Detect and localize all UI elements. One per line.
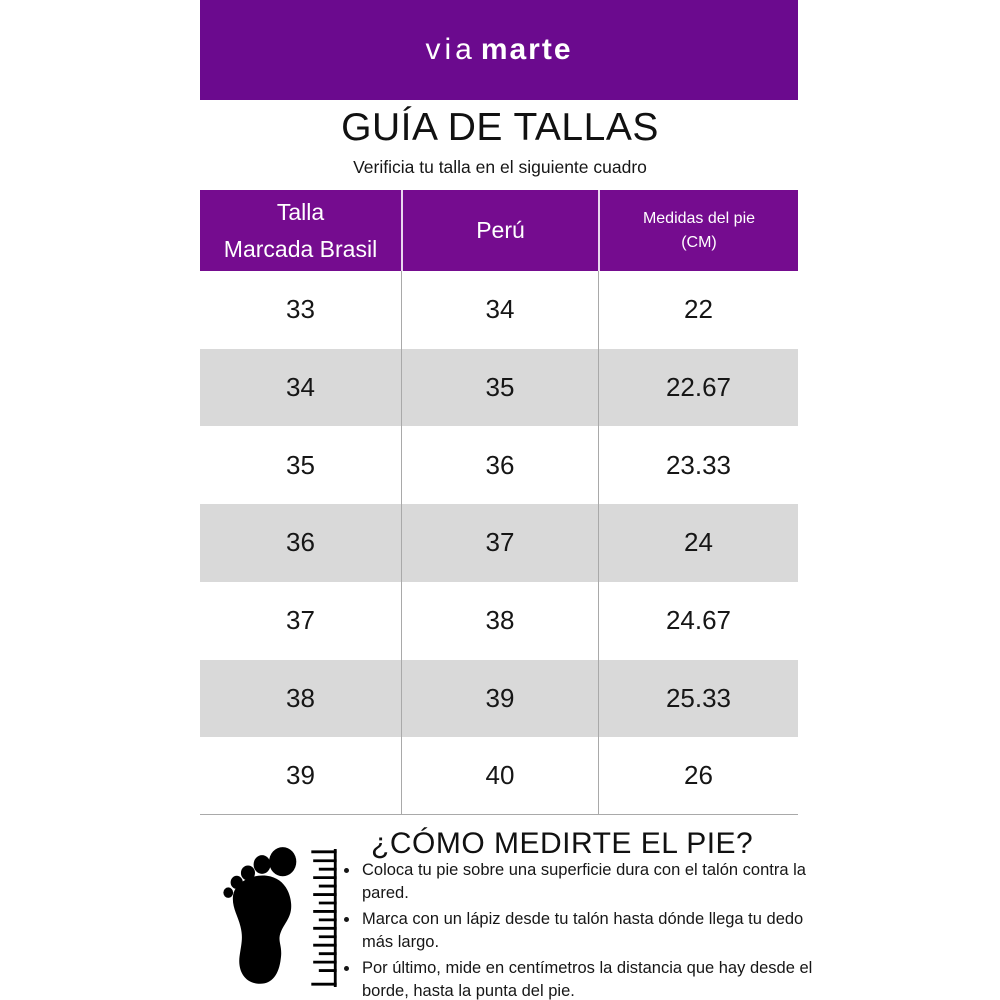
page-subtitle: Verificia tu talla en el siguiente cuadr… [353,157,647,177]
instruction-text: Por último, mide en centímetros la dista… [362,959,813,1000]
size-cell: 35 [401,348,598,427]
size-cell: 40 [401,737,598,815]
column-header-peru: Perú [401,190,598,271]
instruction-item: Coloca tu pie sobre una superficie dura … [360,859,822,904]
instruction-item: Marca con un lápiz desde tu talón hasta … [360,908,822,953]
size-cell: 24 [598,504,798,582]
size-cell: 39 [401,659,598,738]
size-cell: 37 [200,581,401,660]
page-title: GUÍA DE TALLAS [341,106,659,149]
size-table: Talla Marcada Brasil Perú Medidas del pi… [200,190,798,815]
ruler-icon [311,849,337,987]
brand-banner: via marte [200,0,798,100]
size-cell: 23.33 [598,426,798,505]
size-cell: 34 [200,348,401,427]
size-cell: 22.67 [598,348,798,427]
size-cell: 38 [200,659,401,738]
size-cell: 37 [401,504,598,582]
column-header-talla-brasil: Talla Marcada Brasil [200,190,401,271]
logo-via-text: via [425,33,476,66]
size-cell: 36 [200,504,401,582]
howto-heading: ¿CÓMO MEDIRTE EL PIE? [371,827,754,860]
instruction-item: Por último, mide en centímetros la dista… [360,957,822,1000]
size-cell: 25.33 [598,659,798,738]
size-cell: 33 [200,271,401,349]
size-cell: 26 [598,737,798,815]
size-cell: 36 [401,426,598,505]
size-cell: 34 [401,271,598,349]
measure-illustration [223,847,337,987]
footprint-icon [223,847,297,984]
logo-marte-text: marte [480,33,573,66]
instruction-text: Coloca tu pie sobre una superficie dura … [362,861,806,902]
viamarte-logo: via marte [425,35,572,65]
measuring-instructions: Coloca tu pie sobre una superficie dura … [342,859,822,1000]
size-cell: 39 [200,737,401,815]
size-cell: 24.67 [598,581,798,660]
size-cell: 38 [401,581,598,660]
instruction-text: Marca con un lápiz desde tu talón hasta … [362,910,804,951]
size-cell: 22 [598,271,798,349]
size-cell: 35 [200,426,401,505]
column-header-medidas: Medidas del pie (CM) [598,190,798,271]
